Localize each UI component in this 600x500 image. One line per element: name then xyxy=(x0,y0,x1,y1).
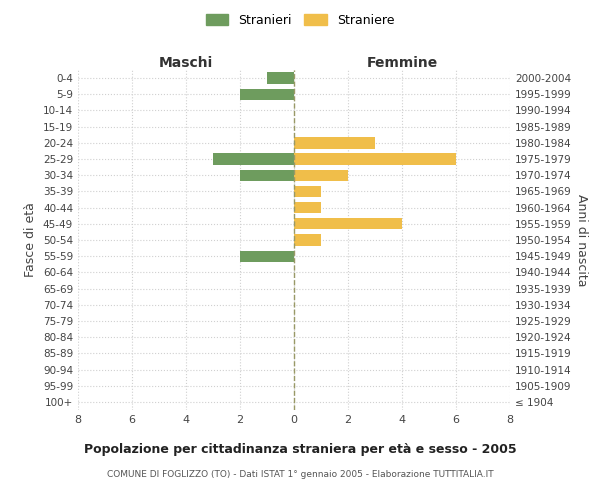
Text: Maschi: Maschi xyxy=(159,56,213,70)
Text: COMUNE DI FOGLIZZO (TO) - Dati ISTAT 1° gennaio 2005 - Elaborazione TUTTITALIA.I: COMUNE DI FOGLIZZO (TO) - Dati ISTAT 1° … xyxy=(107,470,493,479)
Text: Femmine: Femmine xyxy=(367,56,437,70)
Bar xyxy=(294,154,456,164)
Bar xyxy=(213,154,294,164)
Bar xyxy=(294,137,375,148)
Bar xyxy=(240,170,294,181)
Legend: Stranieri, Straniere: Stranieri, Straniere xyxy=(201,8,399,32)
Bar xyxy=(267,72,294,84)
Bar xyxy=(240,250,294,262)
Bar xyxy=(294,218,402,230)
Y-axis label: Fasce di età: Fasce di età xyxy=(25,202,37,278)
Y-axis label: Anni di nascita: Anni di nascita xyxy=(575,194,588,286)
Bar xyxy=(294,186,321,197)
Bar xyxy=(240,88,294,100)
Bar xyxy=(294,234,321,246)
Bar xyxy=(294,170,348,181)
Text: Popolazione per cittadinanza straniera per età e sesso - 2005: Popolazione per cittadinanza straniera p… xyxy=(83,442,517,456)
Bar xyxy=(294,202,321,213)
